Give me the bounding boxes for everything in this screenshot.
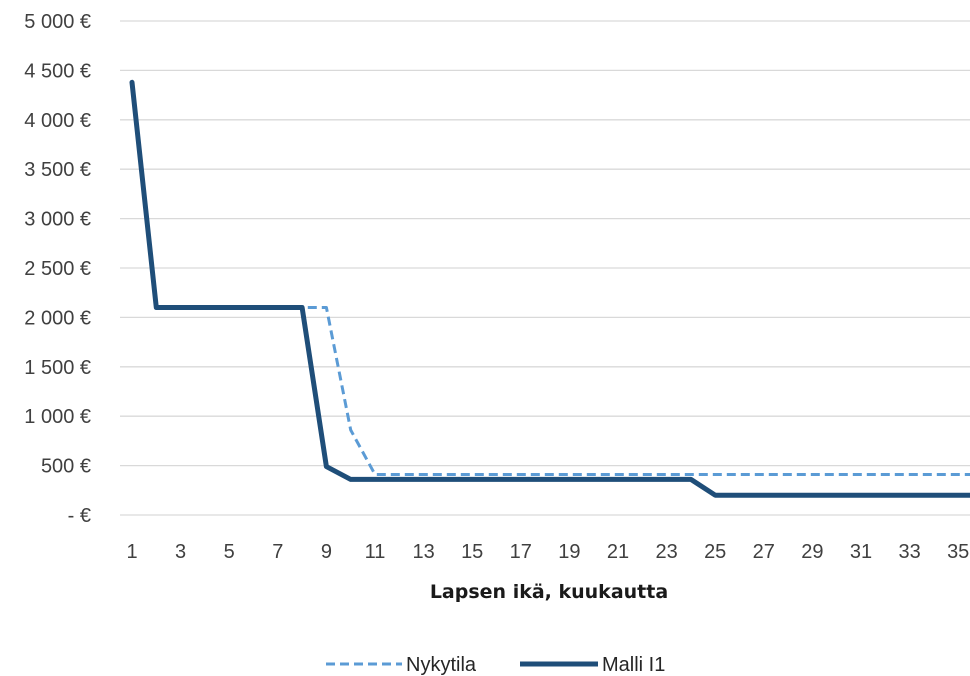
x-tick-label-19: 19: [558, 541, 580, 563]
y-axis-labels: - € 500 € 1 000 € 1 500 € 2 000 € 2 500 € 3 00…: [24, 11, 91, 527]
y-tick-label-500: 500 €: [41, 456, 91, 478]
x-tick-label-17: 17: [510, 541, 532, 563]
x-tick-label-33: 33: [898, 541, 920, 563]
x-tick-label-13: 13: [412, 541, 434, 563]
legend-label-0: Nykytila: [406, 654, 477, 676]
y-tick-label-2000: 2 000 €: [24, 307, 91, 329]
legend-label-1: Malli I1: [602, 654, 665, 676]
x-tick-label-11: 11: [365, 541, 386, 563]
y-tick-label-5000: 5 000 €: [24, 11, 91, 33]
x-tick-label-15: 15: [461, 541, 483, 563]
x-axis-title: Lapsen ikä, kuukautta: [430, 581, 668, 603]
x-tick-label-27: 27: [753, 541, 775, 563]
y-tick-label-1500: 1 500 €: [24, 357, 91, 379]
y-tick-label-3000: 3 000 €: [24, 209, 91, 231]
x-tick-label-5: 5: [224, 541, 235, 563]
x-tick-label-9: 9: [321, 541, 332, 563]
series-lines: [129, 79, 970, 498]
x-tick-label-3: 3: [175, 541, 186, 563]
x-tick-label-1: 1: [126, 541, 137, 563]
y-tick-label-4000: 4 000 €: [24, 110, 91, 132]
x-tick-label-7: 7: [272, 541, 283, 563]
x-axis-labels: 1 3 5 7 9 11 13 15 17 19 21 23 25 27 29 31 33 35: [126, 541, 969, 563]
y-tick-label-4500: 4 500 €: [24, 60, 91, 82]
y-tick-label-0: - €: [68, 505, 91, 527]
gridlines: [120, 20, 970, 516]
x-tick-label-35: 35: [947, 541, 969, 563]
x-tick-label-21: 21: [607, 541, 629, 563]
x-tick-label-29: 29: [801, 541, 823, 563]
legend: Nykytila Malli I1: [326, 654, 665, 676]
x-tick-label-31: 31: [850, 541, 872, 563]
series-line-1: [129, 79, 970, 498]
y-tick-label-2500: 2 500 €: [24, 258, 91, 280]
y-tick-label-3500: 3 500 €: [24, 159, 91, 181]
y-tick-label-1000: 1 000 €: [24, 406, 91, 428]
x-tick-label-25: 25: [704, 541, 726, 563]
x-tick-label-23: 23: [655, 541, 677, 563]
